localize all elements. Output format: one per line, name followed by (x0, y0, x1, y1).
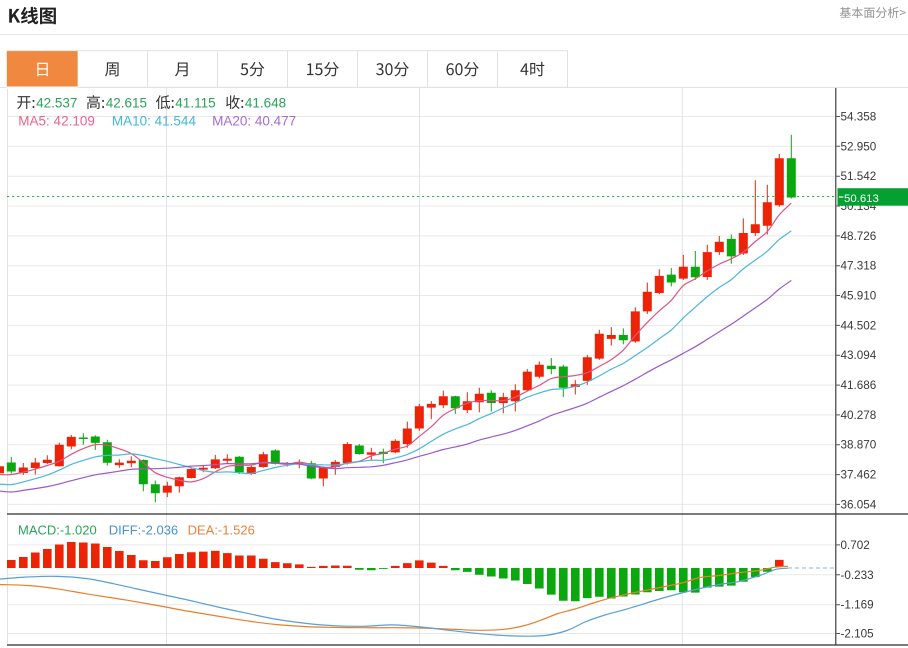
svg-text:-2.105: -2.105 (841, 628, 875, 641)
svg-text:50.613: 50.613 (844, 193, 879, 205)
svg-text:52.950: 52.950 (841, 140, 877, 153)
svg-text:DIFF:-2.036: DIFF:-2.036 (109, 523, 178, 538)
svg-text:MA10: 41.544: MA10: 41.544 (112, 114, 197, 129)
svg-text:DEA:-1.526: DEA:-1.526 (188, 523, 255, 538)
svg-text:42.615: 42.615 (106, 96, 147, 111)
svg-text:51.542: 51.542 (841, 170, 877, 183)
svg-text:37.462: 37.462 (841, 469, 877, 482)
svg-text:41.648: 41.648 (245, 96, 286, 111)
svg-text:42.537: 42.537 (36, 96, 77, 111)
svg-text:40.278: 40.278 (841, 409, 877, 422)
svg-text:MA20: 40.477: MA20: 40.477 (212, 114, 296, 129)
svg-text:41.115: 41.115 (175, 96, 215, 111)
svg-text:MA5: 42.109: MA5: 42.109 (18, 114, 95, 129)
svg-text:45.910: 45.910 (841, 290, 877, 303)
svg-text:38.870: 38.870 (841, 439, 877, 452)
svg-text:-1.169: -1.169 (841, 599, 874, 612)
svg-text:-0.233: -0.233 (841, 569, 874, 582)
svg-text:47.318: 47.318 (841, 260, 877, 273)
svg-text:44.502: 44.502 (841, 319, 877, 332)
svg-text:54.358: 54.358 (841, 111, 877, 124)
svg-text:0.702: 0.702 (841, 539, 870, 552)
svg-text:41.686: 41.686 (841, 379, 877, 392)
svg-text:48.726: 48.726 (841, 230, 877, 243)
svg-text:MACD:-1.020: MACD:-1.020 (18, 523, 97, 538)
svg-text:36.054: 36.054 (841, 498, 877, 511)
svg-text:43.094: 43.094 (841, 349, 877, 362)
